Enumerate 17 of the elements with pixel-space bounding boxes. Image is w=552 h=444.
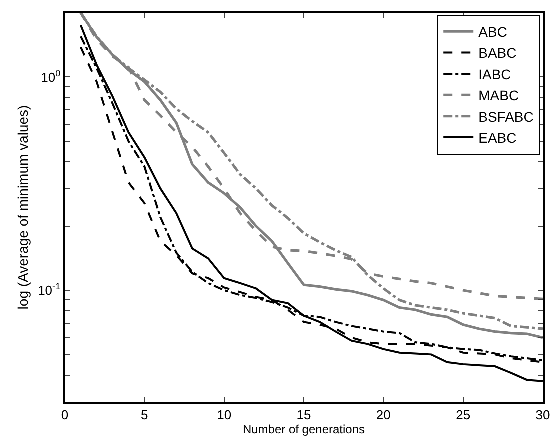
x-tick-label: 15 [296,407,312,422]
x-tick-label: 25 [456,407,471,422]
x-tick-label: 5 [141,407,148,422]
y-axis-title: log (Average of minimum values) [15,105,32,310]
y-tick-label: 10$^{-1}$ [38,282,61,298]
legend-label: ABC [478,24,508,40]
legend-label: EABC [478,130,517,146]
legend-label: BABC [478,45,517,62]
x-tick-label: 10 [217,407,232,422]
x-axis-title: Number of generations [242,422,366,437]
legend-label: BSFABC [478,108,534,125]
y-tick-label: 10$^{0}$ [41,68,61,85]
x-tick-label: 30 [536,407,550,422]
x-tick-label: 20 [376,407,391,422]
legend-label: IABC [478,66,512,82]
x-tick-label: 0 [61,407,69,422]
legend-label: MABC [478,88,520,104]
